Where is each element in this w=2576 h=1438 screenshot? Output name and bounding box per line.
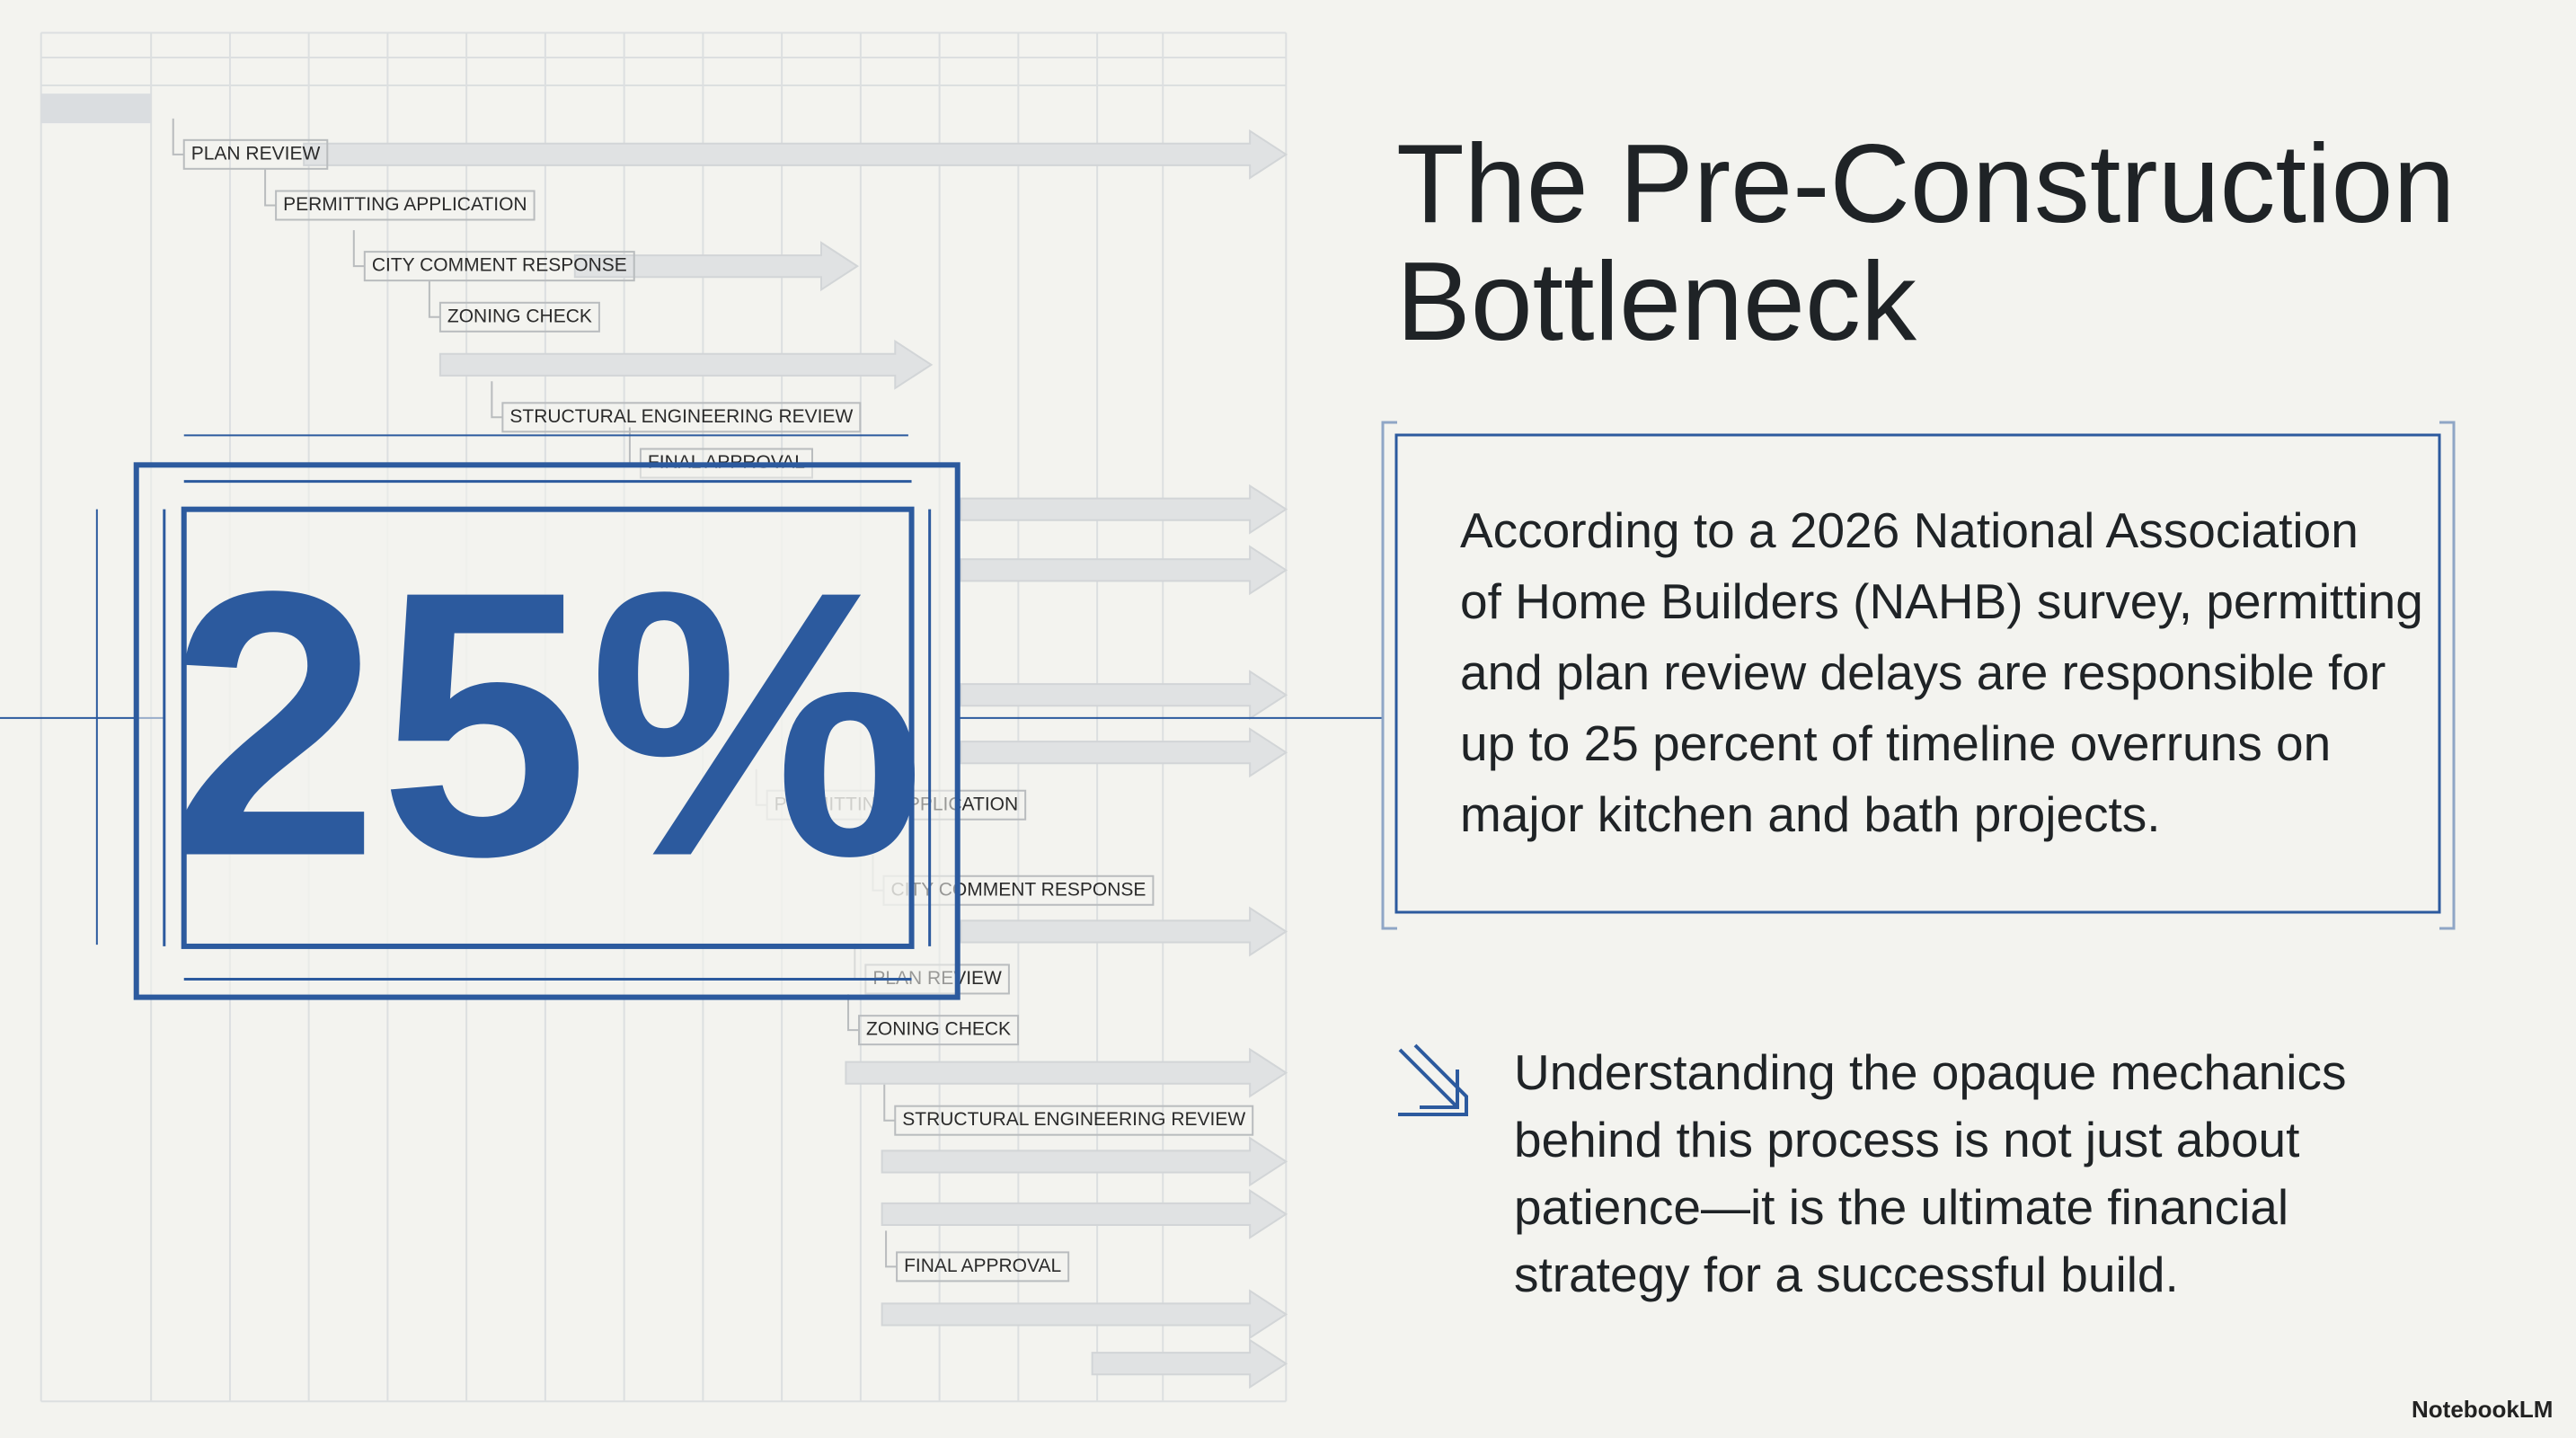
connector <box>885 1230 898 1268</box>
gantt-arrow <box>881 1188 1288 1239</box>
connector <box>628 427 641 465</box>
connector <box>847 994 860 1032</box>
connector <box>428 280 440 318</box>
connector <box>883 1084 896 1122</box>
gantt-arrow <box>303 129 1288 180</box>
gantt-label: STRUCTURAL ENGINEERING REVIEW <box>509 406 853 427</box>
gantt-label: PERMITTING APPLICATION <box>283 194 527 215</box>
gantt-arrow <box>438 339 934 390</box>
gantt-label: PLAN REVIEW <box>191 143 321 164</box>
body-text: of Home Builders (NAHB) survey, permitti… <box>1460 573 2423 629</box>
gantt-label: ZONING CHECK <box>447 306 592 326</box>
stat-value: 25% <box>169 514 925 936</box>
connector <box>491 381 503 419</box>
gantt-label: CITY COMMENT RESPONSE <box>372 255 627 276</box>
gantt-arrow <box>960 545 1288 596</box>
gantt-diagram: PLAN REVIEW PERMITTING APPLICATION CITY CO… <box>172 118 1288 1389</box>
note-text: Understanding the opaque mechanics <box>1514 1044 2346 1100</box>
gantt-label: FINAL APPROVAL <box>904 1256 1061 1276</box>
stat-frame: 25% <box>0 434 1384 1000</box>
gantt-label: STRUCTURAL ENGINEERING REVIEW <box>902 1109 1245 1130</box>
note-text: patience—it is the ultimate financial <box>1514 1179 2288 1235</box>
slide-title: The Pre-Construction <box>1396 122 2455 246</box>
quote-box <box>1394 433 2441 914</box>
gantt-arrow <box>960 670 1288 721</box>
inner-frame <box>181 506 915 949</box>
body-text: major kitchen and bath projects. <box>1460 786 2161 842</box>
gantt-arrow <box>845 1047 1288 1098</box>
quote-bracket <box>1381 421 2456 930</box>
body-text: According to a 2026 National Association <box>1460 502 2359 558</box>
body-text: and plan review delays are responsible f… <box>1460 644 2386 700</box>
gantt-arrow <box>1091 1338 1288 1389</box>
gantt-arrow <box>960 906 1288 957</box>
gantt-arrow <box>881 1289 1288 1340</box>
gantt-arrow <box>960 484 1288 535</box>
gantt-arrow <box>960 727 1288 778</box>
connector <box>352 230 365 268</box>
gantt-block <box>40 93 152 124</box>
connector <box>172 118 184 155</box>
note-text: behind this process is not just about <box>1514 1112 2299 1167</box>
brand: NotebookLM <box>2412 1396 2553 1423</box>
gantt-label: ZONING CHECK <box>866 1019 1011 1040</box>
note-text: strategy for a successful build. <box>1514 1247 2179 1302</box>
body-text: up to 25 percent of timeline overruns on <box>1460 715 2331 771</box>
connector <box>264 169 277 207</box>
gantt-arrow <box>573 241 860 292</box>
slide-title: Bottleneck <box>1396 240 1917 364</box>
gantt-arrow <box>881 1136 1288 1187</box>
arrow-icon <box>1398 1043 1468 1116</box>
